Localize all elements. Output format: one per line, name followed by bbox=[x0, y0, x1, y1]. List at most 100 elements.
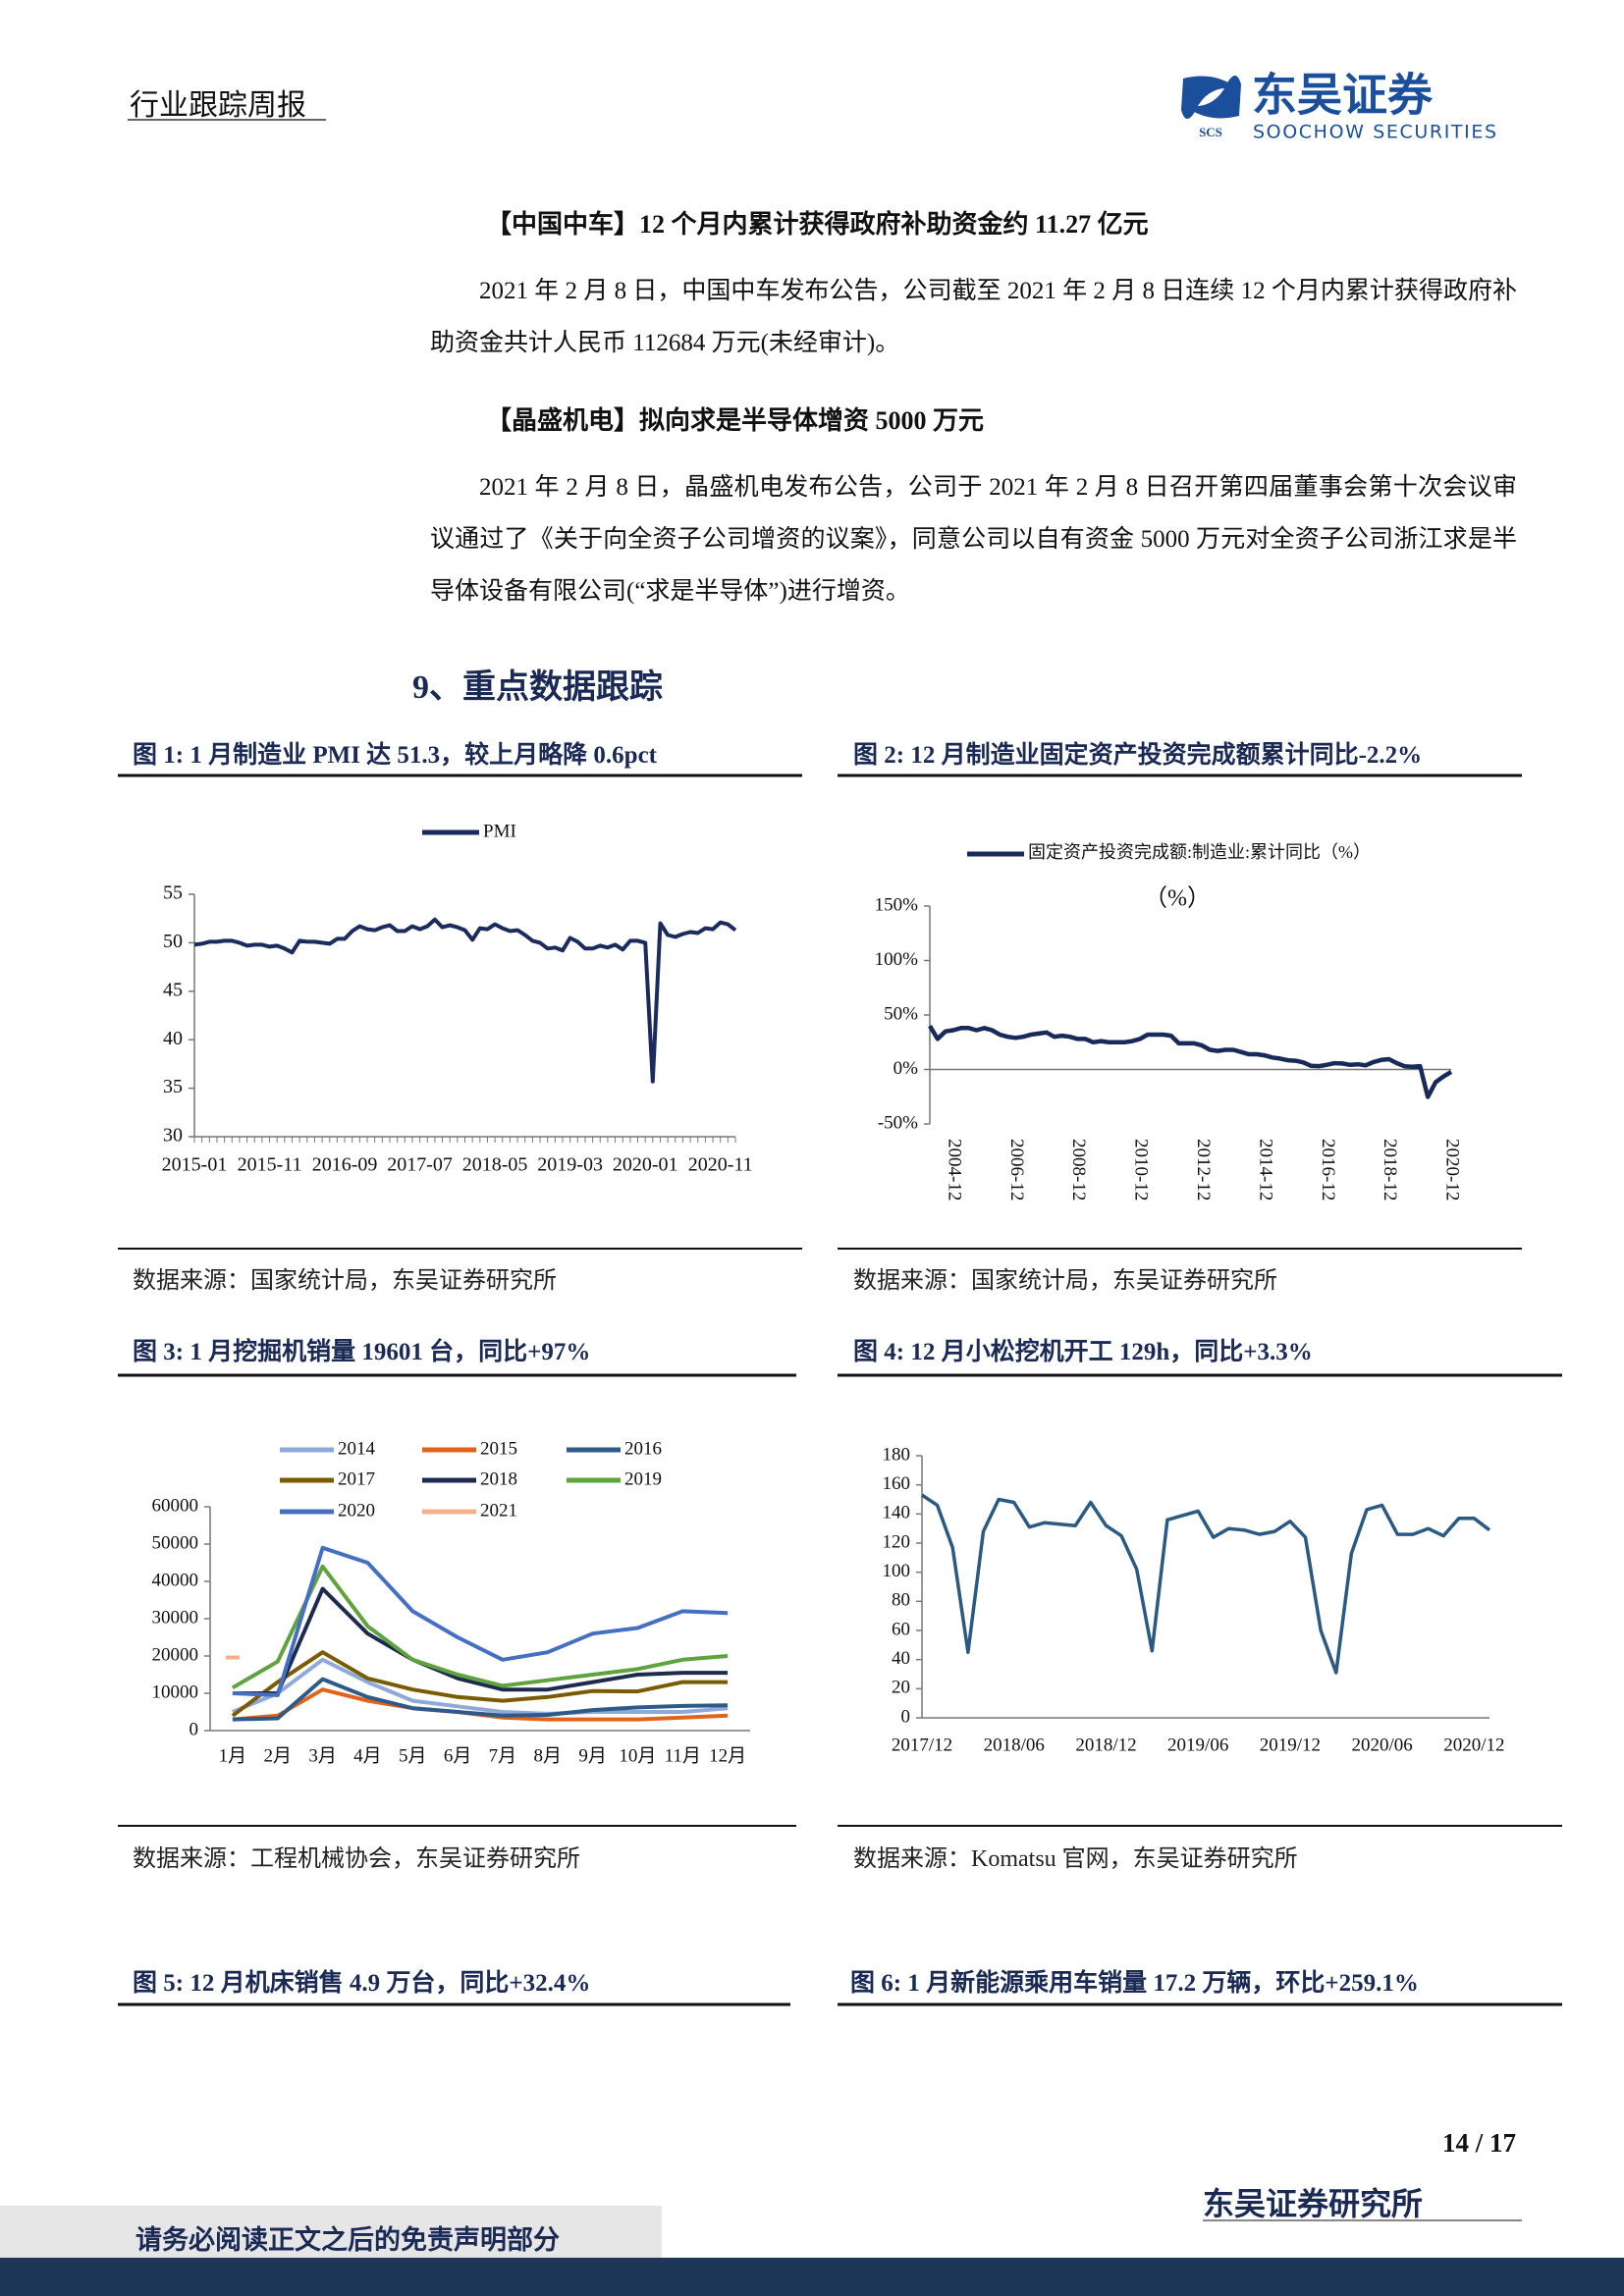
y-tick-label: -50% bbox=[878, 1112, 918, 1133]
y-tick-label: 50000 bbox=[152, 1532, 199, 1553]
y-tick-label: 60000 bbox=[152, 1495, 199, 1516]
x-tick-label: 2010-12 bbox=[1131, 1139, 1152, 1201]
x-tick-label: 2020-01 bbox=[613, 1154, 678, 1176]
x-tick-label: 3月 bbox=[308, 1745, 337, 1766]
y-tick-label: 40000 bbox=[152, 1570, 199, 1590]
y-tick-label: 160 bbox=[883, 1473, 911, 1494]
y-tick-label: 55 bbox=[163, 882, 183, 904]
legend-label: 2019 bbox=[624, 1468, 662, 1489]
logo-cn: 东吴证券 bbox=[1252, 69, 1434, 122]
series-line bbox=[231, 1564, 729, 1690]
x-tick-label: 2006-12 bbox=[1006, 1139, 1027, 1201]
figure-title: 图 6: 1 月新能源乘用车销量 17.2 万辆，环比+259.1% bbox=[850, 1970, 1419, 1997]
x-tick-label: 11月 bbox=[665, 1745, 701, 1766]
figure-title: 图 4: 12 月小松挖机开工 129h，同比+3.3% bbox=[853, 1339, 1313, 1365]
legend-label: 固定资产投资完成额:制造业:累计同比（%） bbox=[1028, 842, 1371, 862]
figure-rules bbox=[118, 774, 1562, 2221]
y-tick-label: 30 bbox=[163, 1125, 183, 1147]
x-tick-label: 2018/12 bbox=[1075, 1735, 1136, 1755]
y-tick-label: 100% bbox=[875, 949, 919, 970]
figure-title: 图 1: 1 月制造业 PMI 达 51.3，较上月略降 0.6pct bbox=[133, 742, 657, 769]
y-tick-label: 40 bbox=[892, 1648, 910, 1669]
footer-bar bbox=[0, 2258, 1624, 2296]
x-tick-label: 2016-12 bbox=[1318, 1139, 1338, 1201]
logo-abbr: SCS bbox=[1199, 125, 1222, 139]
y-tick-label: 180 bbox=[883, 1444, 911, 1465]
y-tick-label: 50% bbox=[884, 1003, 918, 1024]
news-body: 2021 年 2 月 8 日，中国中车发布公告，公司截至 2021 年 2 月 … bbox=[430, 278, 1517, 356]
y-tick-label: 120 bbox=[883, 1531, 911, 1552]
report-type: 行业跟踪周报 bbox=[130, 89, 306, 122]
x-tick-label: 2008-12 bbox=[1068, 1139, 1089, 1201]
y-tick-label: 0% bbox=[893, 1058, 919, 1079]
x-tick-label: 12月 bbox=[709, 1745, 746, 1766]
x-tick-label: 2019-03 bbox=[537, 1154, 603, 1176]
x-tick-label: 2015-01 bbox=[162, 1154, 228, 1176]
y-tick-label: 30000 bbox=[152, 1607, 199, 1628]
x-tick-label: 2020/06 bbox=[1352, 1735, 1413, 1755]
x-tick-label: 2019/12 bbox=[1260, 1735, 1321, 1755]
x-tick-label: 1月 bbox=[219, 1745, 247, 1766]
series-line bbox=[193, 917, 737, 1084]
x-tick-label: 6月 bbox=[444, 1745, 472, 1766]
annotation: （%） bbox=[1144, 886, 1211, 912]
legend-label: PMI bbox=[483, 821, 516, 841]
disclaimer-band bbox=[0, 2206, 662, 2258]
legend-label: 2020 bbox=[338, 1500, 375, 1521]
series-line bbox=[928, 1024, 1453, 1099]
y-tick-label: 45 bbox=[163, 979, 183, 1000]
series-line bbox=[231, 1650, 729, 1718]
legend-label: 2018 bbox=[480, 1468, 517, 1489]
y-tick-label: 150% bbox=[875, 894, 919, 915]
series-line bbox=[232, 1677, 729, 1722]
x-tick-label: 8月 bbox=[533, 1745, 562, 1766]
y-tick-label: 100 bbox=[883, 1561, 911, 1581]
x-tick-label: 5月 bbox=[399, 1745, 427, 1766]
figure-source: 数据来源：国家统计局，东吴证券研究所 bbox=[853, 1268, 1277, 1294]
x-tick-label: 2018-05 bbox=[462, 1154, 528, 1176]
x-tick-label: 2月 bbox=[263, 1745, 292, 1766]
y-tick-label: 40 bbox=[163, 1028, 183, 1049]
y-tick-label: 50 bbox=[163, 931, 183, 952]
series-line bbox=[232, 1545, 729, 1697]
footer-institute: 东吴证券研究所 bbox=[1203, 2186, 1424, 2221]
news-heading: 【中国中车】12 个月内累计获得政府补助资金约 11.27 亿元 bbox=[486, 210, 1149, 239]
x-tick-label: 2015-11 bbox=[238, 1154, 302, 1176]
legend-label: 2021 bbox=[480, 1500, 517, 1521]
x-tick-label: 2019/06 bbox=[1167, 1735, 1228, 1755]
x-tick-label: 2020-12 bbox=[1442, 1139, 1463, 1201]
x-tick-label: 2012-12 bbox=[1193, 1139, 1214, 1201]
series-line bbox=[921, 1493, 1491, 1675]
x-tick-label: 2016-09 bbox=[312, 1154, 378, 1176]
news-heading: 【晶盛机电】拟向求是半导体增资 5000 万元 bbox=[486, 406, 985, 435]
y-tick-label: 140 bbox=[883, 1503, 911, 1523]
figure-source: 数据来源：国家统计局，东吴证券研究所 bbox=[133, 1268, 557, 1294]
legend-label: 2014 bbox=[338, 1438, 376, 1459]
y-tick-label: 60 bbox=[892, 1619, 910, 1639]
y-tick-label: 10000 bbox=[152, 1682, 199, 1702]
y-tick-label: 20 bbox=[892, 1678, 910, 1698]
x-tick-label: 2020-11 bbox=[688, 1154, 753, 1176]
legend-label: 2017 bbox=[338, 1468, 375, 1489]
x-tick-label: 2004-12 bbox=[944, 1139, 964, 1201]
figure-source: 数据来源：工程机械协会，东吴证券研究所 bbox=[133, 1846, 580, 1872]
figure-source: 数据来源：Komatsu 官网，东吴证券研究所 bbox=[853, 1846, 1298, 1872]
section-title: 9、重点数据跟踪 bbox=[412, 669, 663, 706]
x-tick-label: 9月 bbox=[578, 1745, 607, 1766]
figure-title: 图 5: 12 月机床销售 4.9 万台，同比+32.4% bbox=[133, 1970, 591, 1997]
x-tick-label: 2017-07 bbox=[387, 1154, 453, 1176]
legend-label: 2015 bbox=[480, 1438, 517, 1459]
y-tick-label: 80 bbox=[892, 1590, 910, 1611]
x-tick-label: 4月 bbox=[353, 1745, 382, 1766]
news-body: 2021 年 2 月 8 日，晶盛机电发布公告，公司于 2021 年 2 月 8… bbox=[430, 474, 1517, 605]
x-tick-label: 2020/12 bbox=[1443, 1735, 1504, 1755]
page-number: 14 / 17 bbox=[1441, 2128, 1516, 2158]
y-tick-label: 0 bbox=[901, 1706, 911, 1727]
logo-en: SOOCHOW SECURITIES bbox=[1253, 122, 1496, 143]
x-tick-label: 2018/06 bbox=[984, 1735, 1045, 1755]
legend-label: 2016 bbox=[624, 1438, 662, 1459]
disclaimer: 请务必阅读正文之后的免责声明部分 bbox=[135, 2225, 560, 2255]
logo-icon bbox=[1181, 76, 1241, 119]
